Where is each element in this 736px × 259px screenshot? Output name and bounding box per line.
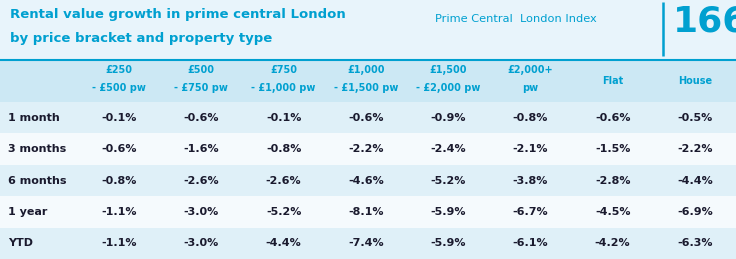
Text: -4.4%: -4.4% bbox=[266, 238, 302, 248]
Text: -0.9%: -0.9% bbox=[431, 113, 466, 123]
Text: -2.4%: -2.4% bbox=[431, 144, 466, 154]
Bar bbox=[0, 60, 736, 102]
Text: 6 months: 6 months bbox=[8, 176, 66, 185]
Text: £250: £250 bbox=[106, 65, 132, 75]
Text: £1,500: £1,500 bbox=[429, 65, 467, 75]
Text: -6.3%: -6.3% bbox=[677, 238, 712, 248]
Text: -5.2%: -5.2% bbox=[266, 207, 301, 217]
Text: -5.2%: -5.2% bbox=[431, 176, 466, 185]
Text: -2.2%: -2.2% bbox=[677, 144, 712, 154]
Text: -8.1%: -8.1% bbox=[348, 207, 383, 217]
Text: -3.0%: -3.0% bbox=[184, 238, 219, 248]
Text: -0.5%: -0.5% bbox=[677, 113, 712, 123]
Text: House: House bbox=[678, 76, 712, 86]
Text: 1 month: 1 month bbox=[8, 113, 60, 123]
Text: £2,000+: £2,000+ bbox=[508, 65, 553, 75]
Text: -2.6%: -2.6% bbox=[183, 176, 219, 185]
Text: by price bracket and property type: by price bracket and property type bbox=[10, 32, 272, 45]
Text: -0.8%: -0.8% bbox=[102, 176, 137, 185]
Text: £500: £500 bbox=[188, 65, 215, 75]
Text: 1 year: 1 year bbox=[8, 207, 47, 217]
Text: -0.1%: -0.1% bbox=[266, 113, 301, 123]
Text: 166.8: 166.8 bbox=[673, 4, 736, 38]
Text: -0.6%: -0.6% bbox=[183, 113, 219, 123]
Text: - £2,000 pw: - £2,000 pw bbox=[416, 83, 481, 93]
Text: -6.9%: -6.9% bbox=[677, 207, 712, 217]
Text: YTD: YTD bbox=[8, 238, 33, 248]
Text: -0.8%: -0.8% bbox=[513, 113, 548, 123]
Bar bbox=[0, 133, 736, 165]
Text: -1.5%: -1.5% bbox=[595, 144, 630, 154]
Text: -4.5%: -4.5% bbox=[595, 207, 630, 217]
Text: -2.1%: -2.1% bbox=[513, 144, 548, 154]
Text: -4.6%: -4.6% bbox=[348, 176, 383, 185]
Text: -2.6%: -2.6% bbox=[266, 176, 302, 185]
Text: -6.7%: -6.7% bbox=[512, 207, 548, 217]
Text: £750: £750 bbox=[270, 65, 297, 75]
Bar bbox=[0, 228, 736, 259]
Text: -3.0%: -3.0% bbox=[184, 207, 219, 217]
Bar bbox=[0, 196, 736, 228]
Text: -4.4%: -4.4% bbox=[677, 176, 712, 185]
Text: -4.2%: -4.2% bbox=[595, 238, 631, 248]
Text: - £500 pw: - £500 pw bbox=[92, 83, 146, 93]
Text: Flat: Flat bbox=[602, 76, 623, 86]
Text: -5.9%: -5.9% bbox=[431, 207, 466, 217]
Text: -1.1%: -1.1% bbox=[102, 238, 137, 248]
Text: - £1,000 pw: - £1,000 pw bbox=[252, 83, 316, 93]
Text: -0.1%: -0.1% bbox=[102, 113, 137, 123]
Text: -1.1%: -1.1% bbox=[102, 207, 137, 217]
Text: -0.6%: -0.6% bbox=[102, 144, 137, 154]
Text: - £1,500 pw: - £1,500 pw bbox=[333, 83, 398, 93]
Text: £1,000: £1,000 bbox=[347, 65, 385, 75]
Text: -5.9%: -5.9% bbox=[431, 238, 466, 248]
Text: -0.8%: -0.8% bbox=[266, 144, 301, 154]
Text: pw: pw bbox=[523, 83, 539, 93]
Text: -7.4%: -7.4% bbox=[348, 238, 383, 248]
Text: -0.6%: -0.6% bbox=[595, 113, 630, 123]
Text: -1.6%: -1.6% bbox=[183, 144, 219, 154]
Bar bbox=[0, 102, 736, 133]
Text: -3.8%: -3.8% bbox=[513, 176, 548, 185]
Bar bbox=[0, 165, 736, 196]
Text: -2.2%: -2.2% bbox=[348, 144, 383, 154]
Text: 3 months: 3 months bbox=[8, 144, 66, 154]
Text: Rental value growth in prime central London: Rental value growth in prime central Lon… bbox=[10, 8, 346, 21]
Text: -2.8%: -2.8% bbox=[595, 176, 630, 185]
Text: Prime Central  London Index: Prime Central London Index bbox=[435, 14, 597, 24]
Text: -6.1%: -6.1% bbox=[512, 238, 548, 248]
Text: - £750 pw: - £750 pw bbox=[174, 83, 228, 93]
Text: -0.6%: -0.6% bbox=[348, 113, 383, 123]
